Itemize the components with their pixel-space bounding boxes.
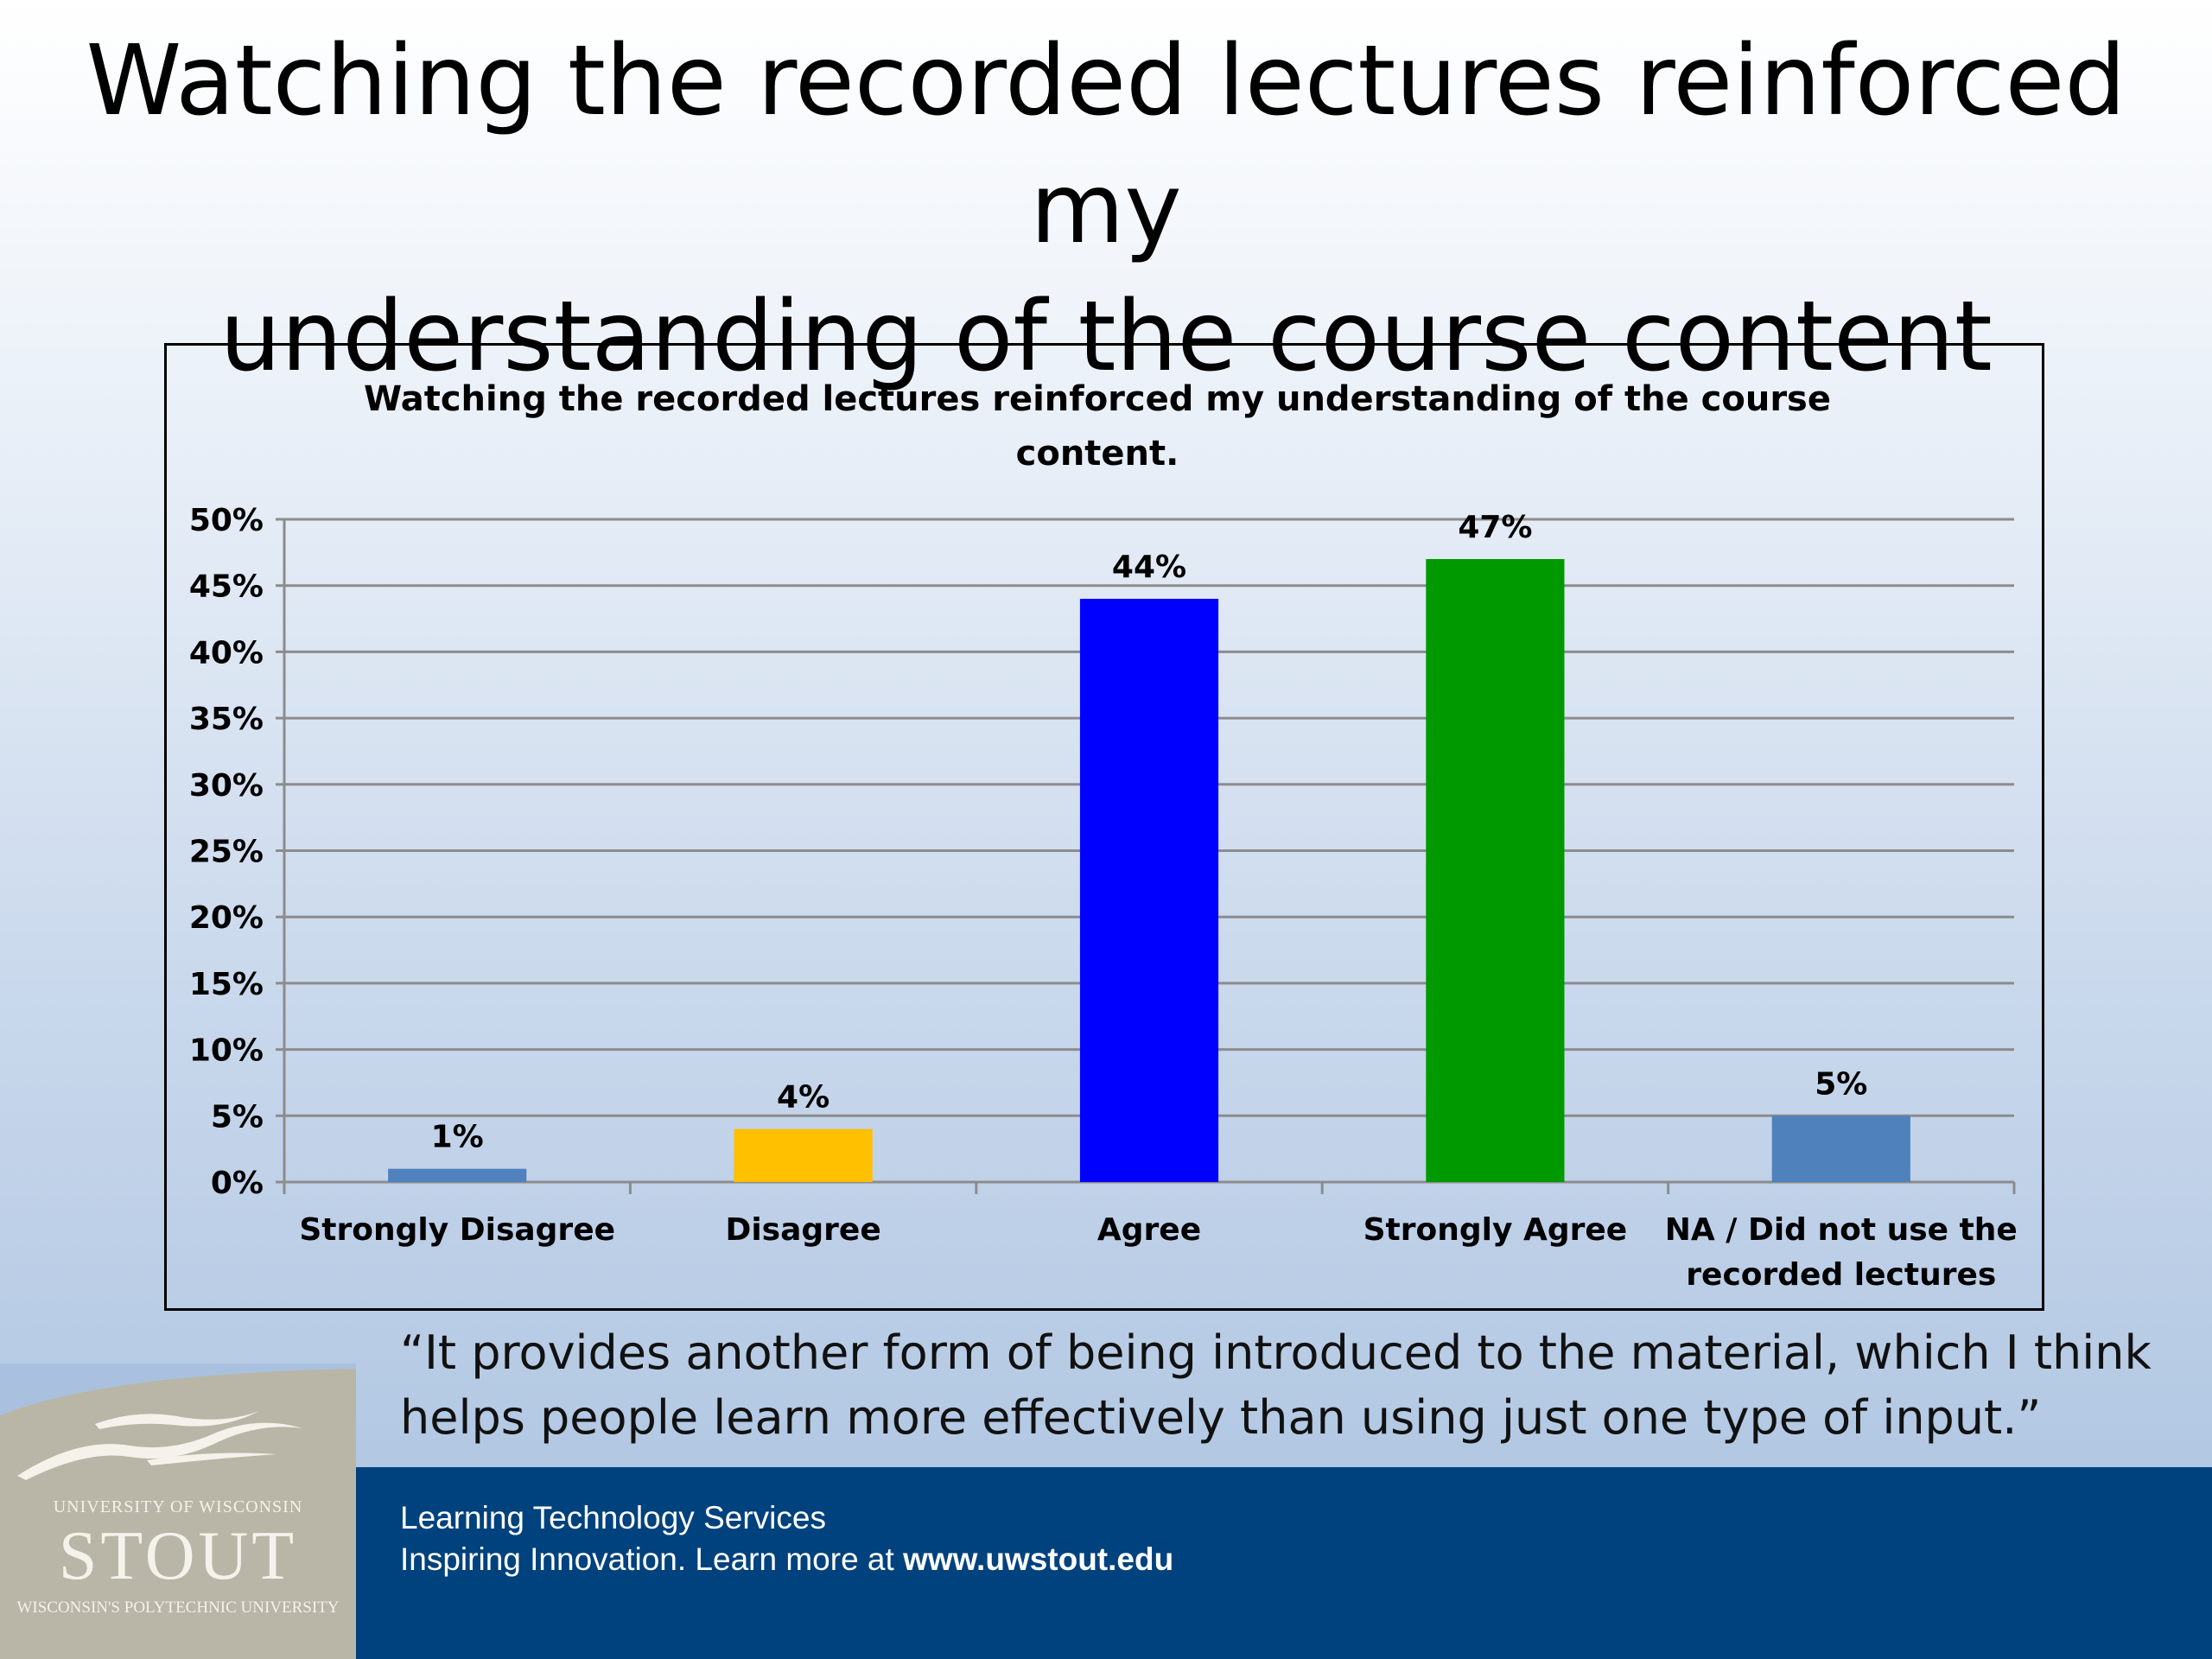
footer-tagline-text: Inspiring Innovation. Learn more at xyxy=(400,1541,904,1577)
x-category-label: Agree xyxy=(1097,1212,1201,1248)
y-tick-label: 35% xyxy=(189,702,264,737)
y-tick-label: 45% xyxy=(189,569,264,605)
data-label: 1% xyxy=(431,1120,484,1155)
footer-url-link[interactable]: www.uwstout.edu xyxy=(903,1541,1174,1577)
y-tick-label: 20% xyxy=(189,900,264,936)
y-tick-label: 40% xyxy=(189,635,264,671)
bar xyxy=(388,1168,527,1182)
data-label: 47% xyxy=(1458,510,1532,545)
uw-stout-logo: UNIVERSITY OF WISCONSIN STOUT WISCONSIN'… xyxy=(0,1363,356,1659)
logo-swoosh-icon xyxy=(0,1363,356,1480)
bar xyxy=(734,1128,873,1182)
y-tick-label: 5% xyxy=(211,1099,264,1135)
bar xyxy=(1079,599,1219,1182)
slide-title-line-2: understanding of the course content xyxy=(219,281,1993,393)
logo-polytechnic-text: WISCONSIN'S POLYTECHNIC UNIVERSITY xyxy=(16,1599,340,1617)
y-tick-label: 15% xyxy=(189,967,264,1002)
chart-frame: Watching the recorded lectures reinforce… xyxy=(164,343,2044,1311)
y-tick-label: 25% xyxy=(189,835,264,870)
x-category-label: recorded lectures xyxy=(1686,1257,1996,1293)
quote-line-2: helps people learn more effectively than… xyxy=(400,1390,2042,1445)
y-tick-label: 30% xyxy=(189,768,264,804)
data-label: 44% xyxy=(1112,550,1186,585)
y-tick-label: 10% xyxy=(189,1033,264,1069)
footer-tagline: Inspiring Innovation. Learn more at www.… xyxy=(400,1539,1173,1580)
data-label: 5% xyxy=(1815,1066,1867,1102)
chart-title-line: Watching the recorded lectures reinforce… xyxy=(364,379,1831,419)
slide-title-line-1: Watching the recorded lectures reinforce… xyxy=(86,25,2126,265)
footer-text: Learning Technology Services Inspiring I… xyxy=(400,1497,1173,1580)
x-category-label: NA / Did not use the xyxy=(1665,1212,2018,1248)
logo-stout-text: STOUT xyxy=(58,1518,298,1594)
student-quote: “It provides another form of being intro… xyxy=(400,1320,2163,1450)
footer-band xyxy=(0,1467,2212,1659)
footer-department: Learning Technology Services xyxy=(400,1500,826,1535)
quote-line-1: “It provides another form of being intro… xyxy=(400,1325,2152,1380)
y-tick-label: 0% xyxy=(211,1166,264,1201)
data-label: 4% xyxy=(777,1080,830,1116)
bar-chart: Watching the recorded lectures reinforce… xyxy=(189,379,2018,1293)
logo-university-text: UNIVERSITY OF WISCONSIN xyxy=(53,1497,303,1516)
bar xyxy=(1771,1116,1910,1182)
chart-title-line: content. xyxy=(1016,434,1179,474)
bar xyxy=(1426,559,1565,1182)
x-category-label: Strongly Disagree xyxy=(299,1212,615,1248)
slide-title: Watching the recorded lectures reinforce… xyxy=(52,17,2160,401)
x-category-label: Disagree xyxy=(725,1212,880,1248)
x-category-label: Strongly Agree xyxy=(1363,1212,1628,1248)
y-tick-label: 50% xyxy=(189,503,264,538)
